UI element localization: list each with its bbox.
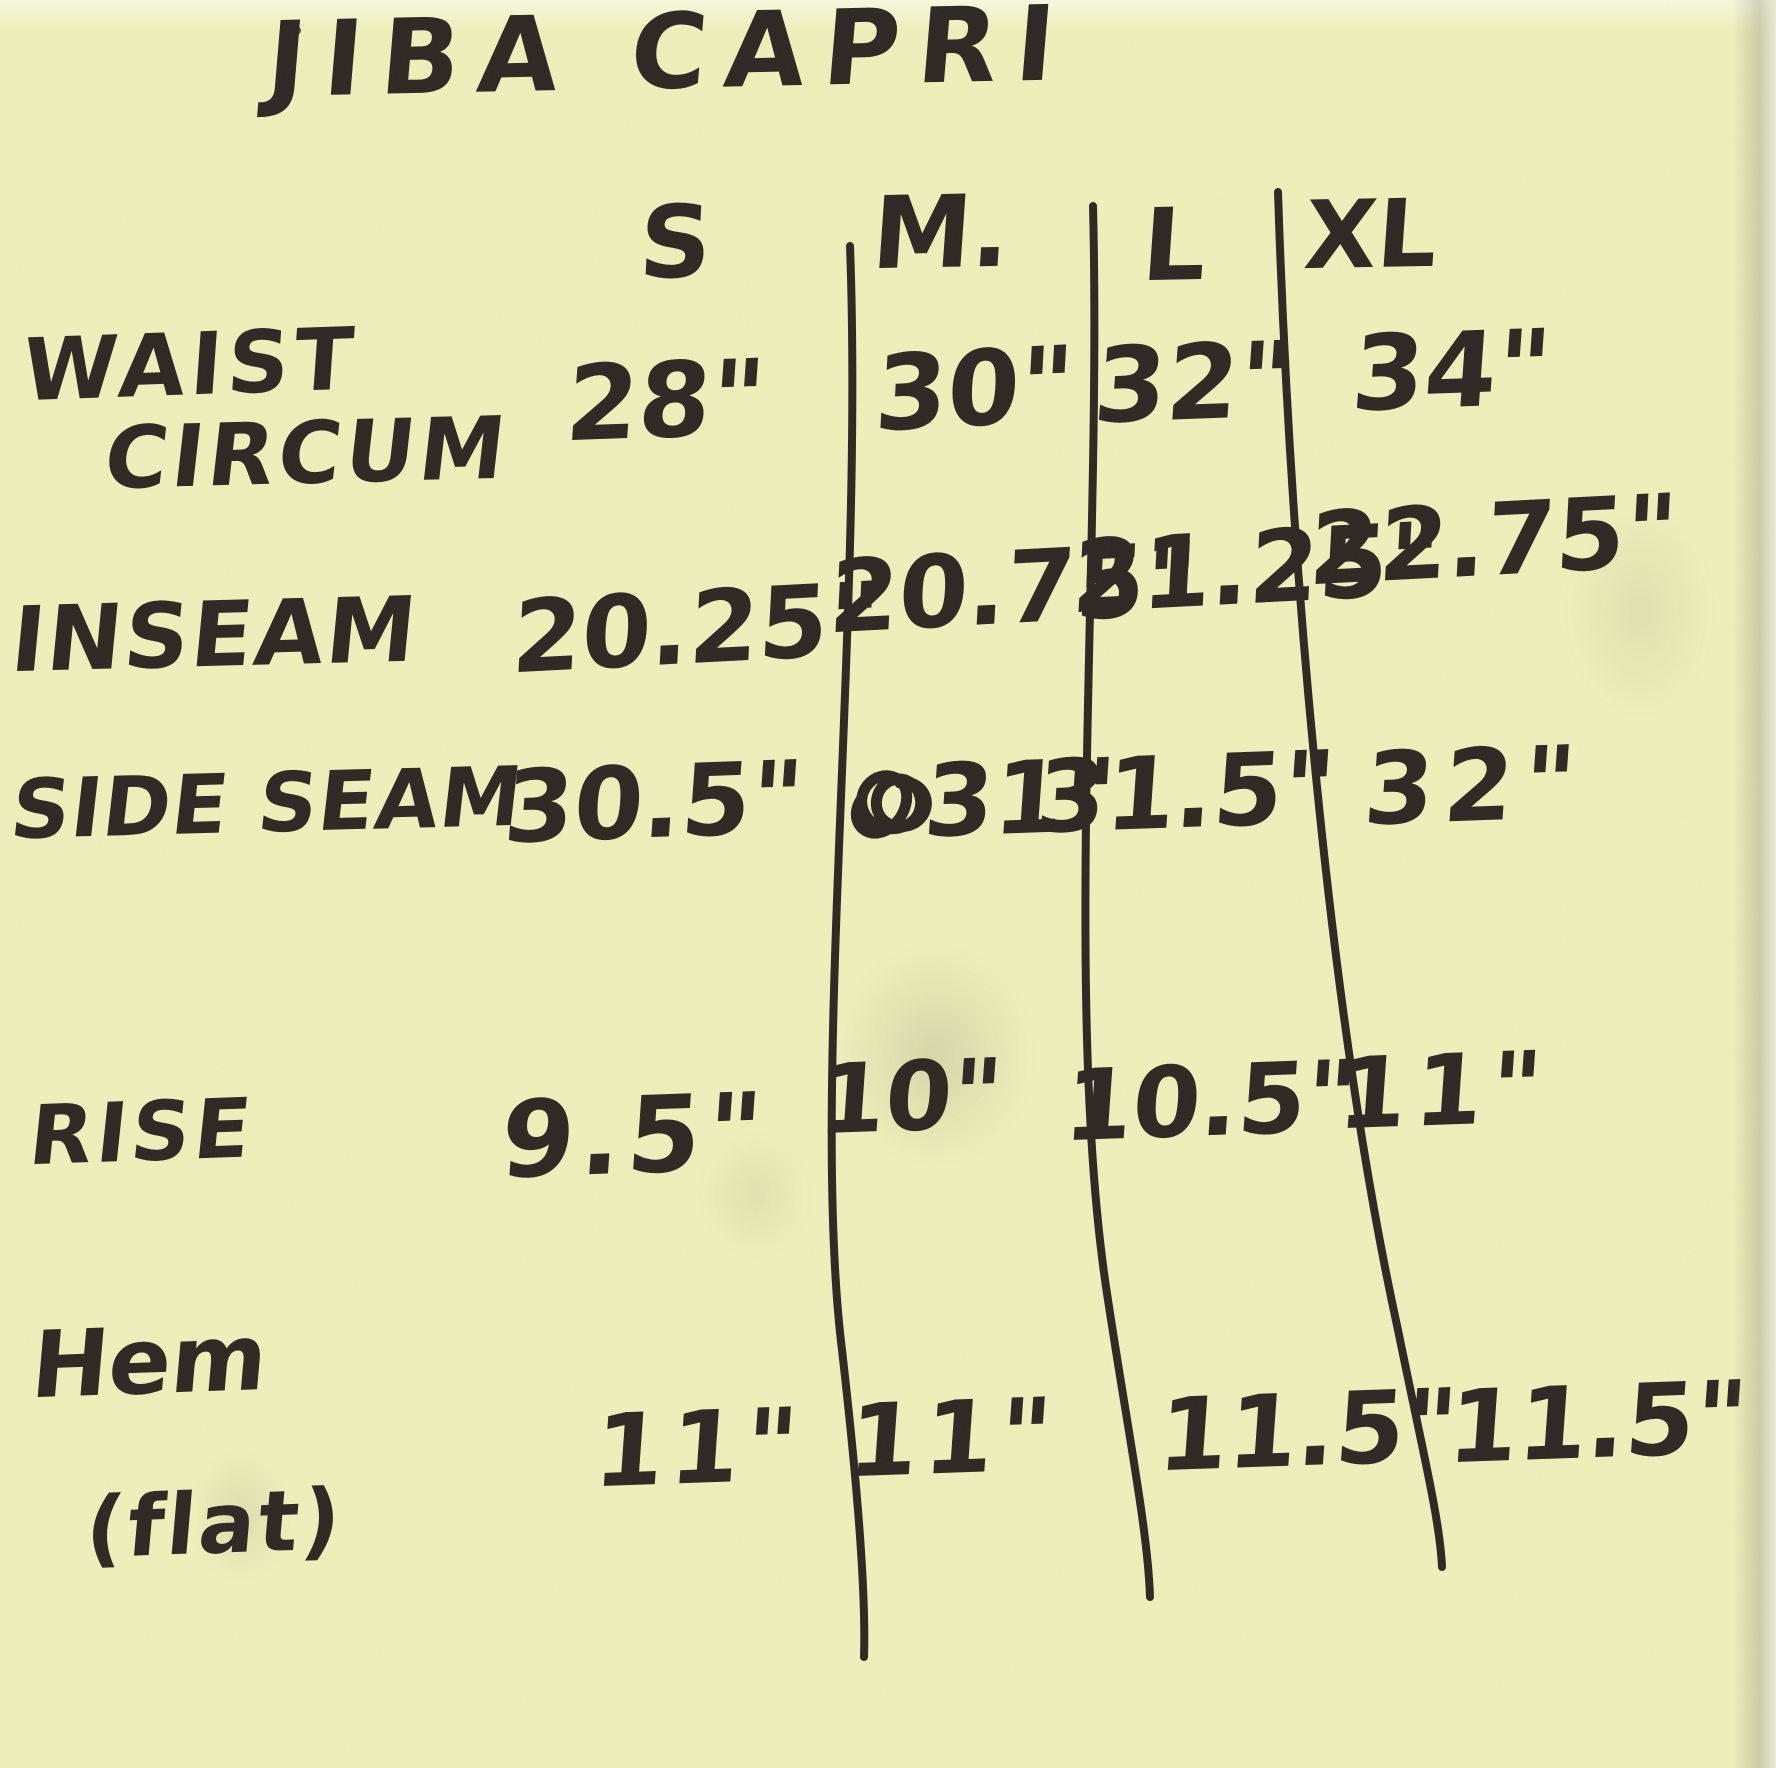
cell-hem-s: 11" xyxy=(590,1385,808,1511)
column-header-l: L xyxy=(1138,185,1211,305)
cell-inseam-xl: 22.75" xyxy=(1306,471,1681,609)
cell-rise-m: 10" xyxy=(814,1037,1007,1157)
row-label-hem-line1: Hem xyxy=(27,1303,272,1420)
cell-sideseam-s: 30.5" xyxy=(500,738,808,867)
cell-waist-s: 28" xyxy=(562,336,770,466)
cell-rise-l: 10.5" xyxy=(1060,1039,1362,1165)
column-header-m: M. xyxy=(868,172,1015,293)
cell-rise-xl: 11" xyxy=(1334,1030,1554,1153)
cell-waist-m: 30" xyxy=(872,322,1078,456)
cell-rise-s: 9.5" xyxy=(497,1069,773,1203)
cell-sideseam-xl: 32" xyxy=(1360,723,1590,849)
cell-hem-xl: 11.5" xyxy=(1444,1358,1752,1487)
note-title: JIBA CAPRI xyxy=(262,0,1078,122)
cell-waist-l: 32" xyxy=(1090,318,1298,448)
cell-hem-l: 11.5" xyxy=(1154,1366,1462,1495)
ink-scribble-icon xyxy=(851,770,932,839)
cell-hem-m: 11" xyxy=(844,1375,1062,1501)
row-label-inseam: INSEAM xyxy=(6,577,423,694)
cell-waist-xl: 34" xyxy=(1348,306,1556,436)
row-label-waist-line1: WAIST xyxy=(19,309,362,422)
column-header-xl: XL xyxy=(1300,179,1441,292)
row-label-rise: RISE xyxy=(24,1081,260,1185)
cell-sideseam-l: 31.5" xyxy=(1032,728,1340,857)
row-label-hem-line2: (flat) xyxy=(82,1470,348,1578)
row-label-sideseam: SIDE SEAM xyxy=(5,749,528,859)
paper-edge-right xyxy=(1732,0,1776,1768)
column-header-s: S xyxy=(636,182,715,303)
row-label-waist-line2: CIRCUM xyxy=(99,398,515,510)
